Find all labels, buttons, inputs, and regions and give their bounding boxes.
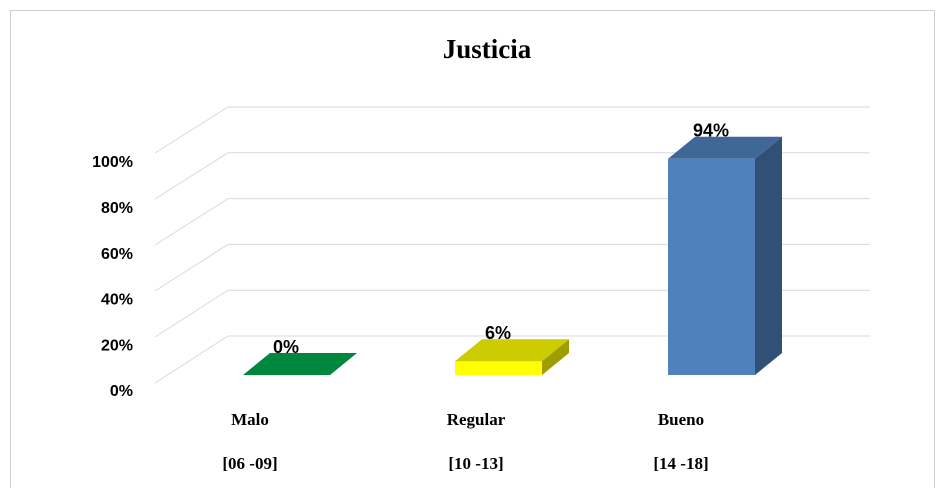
y-tick-label: 100% [92,154,133,171]
y-tick-label: 0% [110,383,133,400]
grid-line [154,335,870,384]
value-label: 6% [485,323,511,343]
grid-line [154,243,870,292]
y-tick-label: 40% [101,292,133,309]
grid-line [154,198,870,246]
y-tick-label: 20% [101,337,133,354]
chart-title: Justicia [443,34,532,64]
grid-line [154,152,870,200]
bar-top [455,339,569,362]
x-tick-label: Malo [231,410,269,429]
bar [668,158,755,375]
x-range-label: [06 -09] [222,454,277,473]
y-tick-label: 60% [101,246,133,263]
grid-line [154,106,870,154]
bar-top [668,136,782,159]
x-tick-label: Regular [447,410,506,429]
grid-line [154,289,870,338]
x-range-label: [10 -13] [448,454,503,473]
y-tick-label: 80% [101,200,133,217]
x-tick-label: Bueno [658,410,704,429]
bar-top [243,353,357,375]
value-label: 0% [273,337,299,357]
bar [455,361,542,375]
x-range-label: [14 -18] [653,454,708,473]
value-label: 94% [693,121,729,141]
bar-side [542,339,569,375]
bar-side [755,136,782,375]
